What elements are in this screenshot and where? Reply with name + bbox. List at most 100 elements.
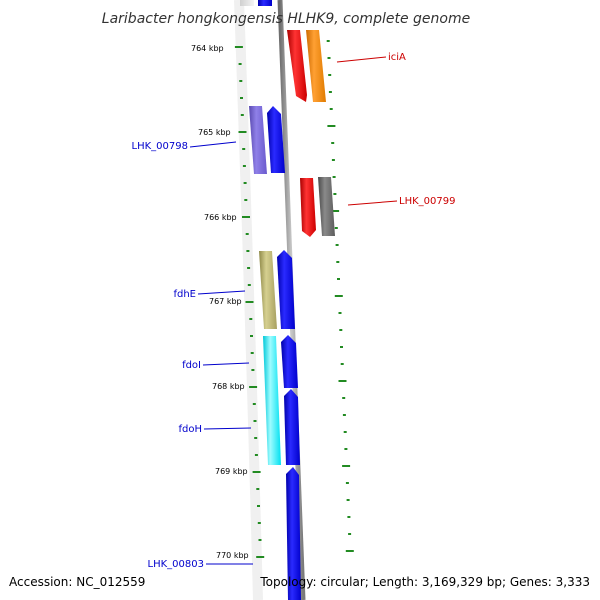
right-ring-minor-tick [336, 261, 340, 263]
gene-LHK_00798[interactable] [267, 106, 285, 173]
feature-top-blue [258, 0, 272, 6]
left-ring-major-tick [249, 386, 258, 388]
tick-label-770: 770 kbp [216, 551, 249, 560]
reverse-cds-track [267, 106, 301, 600]
tick-label-769: 769 kbp [215, 467, 248, 476]
left-ring-minor-tick [249, 318, 253, 320]
gene-label-LHK_00798[interactable]: LHK_00798 [132, 141, 188, 152]
cog-iciA [306, 30, 326, 102]
right-ring-minor-tick [328, 74, 332, 76]
reverse-cog-track [249, 106, 281, 465]
forward-cog-track [306, 30, 335, 236]
right-ring-minor-tick [344, 448, 348, 450]
right-ring-minor-tick [328, 91, 332, 93]
left-ring-minor-tick [239, 80, 243, 82]
right-ring-minor-tick [337, 278, 340, 280]
left-ring-major-tick [245, 301, 254, 303]
right-ring-minor-tick [339, 329, 343, 331]
label-leaders [189, 56, 398, 565]
left-ring-major-tick [252, 471, 261, 473]
cog-fdoI-fdoH [263, 336, 281, 465]
leader-fdhE [197, 290, 246, 295]
right-ring-minor-tick [338, 312, 342, 314]
left-ring-minor-tick [247, 267, 251, 269]
cog-fdhE [259, 251, 277, 329]
right-ring-major-tick [338, 380, 347, 382]
right-ring-minor-tick [342, 397, 346, 399]
right-ring-minor-tick [347, 516, 351, 518]
tick-labels: 764 kbp 765 kbp 766 kbp 767 kbp 768 kbp … [191, 44, 249, 560]
left-ring-minor-tick [254, 437, 258, 439]
leader-LHK_00798 [189, 141, 237, 148]
left-ring-minor-tick [251, 369, 255, 371]
gene-fdhE[interactable] [277, 250, 295, 329]
tick-label-767: 767 kbp [209, 297, 242, 306]
left-ring-major-tick [242, 216, 250, 218]
gene-label-fdoI[interactable]: fdoI [182, 360, 201, 371]
leader-fdoI [202, 362, 250, 366]
left-ring-minor-tick [247, 284, 251, 286]
leader-LHK_00799 [347, 200, 398, 206]
gene-label-fdoH[interactable]: fdoH [178, 424, 202, 435]
left-ring-minor-tick [254, 454, 258, 456]
map-title: Laribacter hongkongensis HLHK9, complete… [102, 11, 470, 27]
right-ring-major-tick [345, 550, 354, 552]
left-ring-minor-tick [238, 63, 242, 65]
gene-label-LHK_00799[interactable]: LHK_00799 [399, 196, 455, 207]
cog-LHK_00798 [249, 106, 267, 174]
left-ring-minor-tick [245, 233, 249, 235]
right-ring-minor-tick [332, 176, 336, 178]
gene-label-LHK_00803[interactable]: LHK_00803 [148, 559, 204, 570]
right-ring-minor-tick [343, 431, 347, 433]
forward-cds-track [287, 30, 316, 237]
gene-fdoI[interactable] [281, 335, 298, 388]
left-ring-major-tick [256, 556, 265, 558]
tick-label-768: 768 kbp [212, 382, 245, 391]
left-ring-minor-tick [253, 420, 257, 422]
left-ring-minor-tick [257, 522, 261, 524]
gene-LHK_00799[interactable] [300, 178, 316, 237]
tick-label-766: 766 kbp [204, 213, 237, 222]
right-ring-minor-tick [334, 227, 338, 229]
tick-label-764: 764 kbp [191, 44, 224, 53]
right-ring-minor-tick [345, 482, 349, 484]
cog-LHK_00799 [318, 177, 335, 236]
gene-fdoH[interactable] [284, 389, 300, 465]
left-ring-minor-tick [250, 335, 253, 337]
left-ring-minor-tick [240, 97, 243, 99]
right-ring-minor-tick [333, 193, 337, 195]
left-ring-minor-tick [242, 148, 246, 150]
leader-iciA [336, 56, 387, 63]
leader-fdoH [203, 427, 252, 430]
right-ring-major-tick [327, 125, 336, 127]
gene-label-fdhE[interactable]: fdhE [173, 289, 196, 300]
left-ring-minor-tick [246, 250, 250, 252]
right-ring-minor-tick [340, 363, 344, 365]
right-ring-minor-tick [331, 142, 335, 144]
left-ring-major-tick [238, 131, 247, 133]
accession-text: Accession: NC_012559 [9, 575, 145, 589]
right-ring-minor-tick [346, 499, 350, 501]
gene-label-iciA[interactable]: iciA [388, 52, 406, 63]
tick-label-765: 765 kbp [198, 128, 231, 137]
left-ring-minor-tick [242, 165, 246, 167]
gene-iciA[interactable] [287, 30, 307, 102]
right-ring-minor-tick [326, 40, 330, 42]
tick-dashes [234, 40, 354, 558]
gene-LHK_00803[interactable] [286, 467, 301, 600]
right-ring-major-tick [334, 295, 343, 297]
left-ring-minor-tick [244, 199, 248, 201]
left-ring-minor-tick [243, 182, 247, 184]
left-ring-minor-tick [240, 114, 244, 116]
gene-labels: iciA LHK_00798 LHK_00799 fdhE fdoI fdoH … [132, 52, 456, 570]
left-ring-minor-tick [258, 539, 262, 541]
right-ring-minor-tick [327, 57, 331, 59]
right-ring-major-tick [331, 210, 340, 212]
right-ring-minor-tick [329, 108, 333, 110]
right-ring-minor-tick [348, 533, 352, 535]
right-ring-minor-tick [342, 414, 346, 416]
left-ring-minor-tick [257, 505, 260, 507]
left-ring-minor-tick [256, 488, 260, 490]
feature-top-ghost [240, 0, 254, 6]
